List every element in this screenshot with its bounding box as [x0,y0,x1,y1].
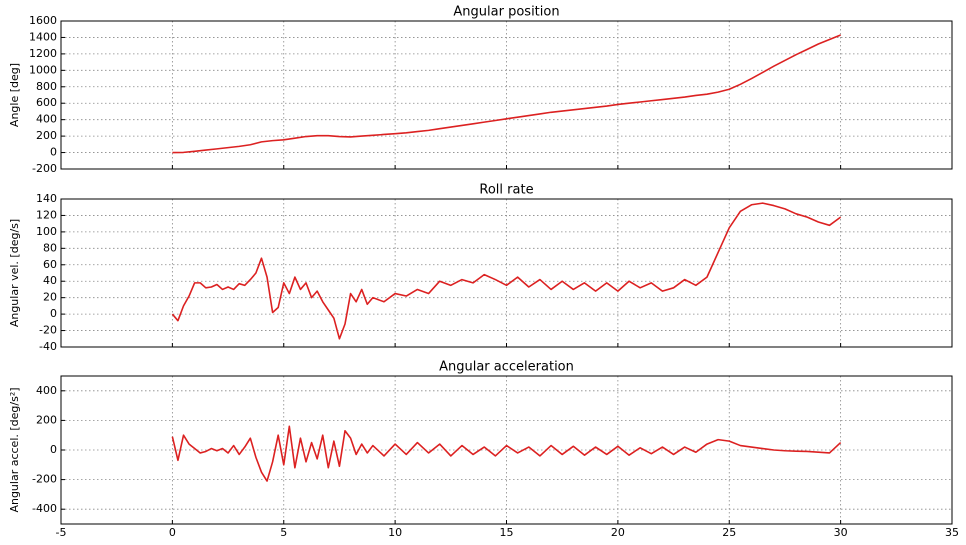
y-axis-label: Angular vel. [deg/s] [8,219,21,327]
y-tick-label: 1600 [29,14,57,27]
data-line [172,34,841,154]
data-line [171,425,842,482]
y-tick-label: 80 [43,241,57,254]
y-tick-label: 20 [43,291,57,304]
y-tick-label: 200 [36,129,57,142]
y-tick-label: 600 [36,96,57,109]
y-tick-label: -400 [32,502,57,515]
y-tick-label: 0 [50,443,57,456]
x-tick-label: 25 [722,526,736,539]
y-tick-label: 200 [36,413,57,426]
x-tick-label: 20 [611,526,625,539]
chart-title: Angular acceleration [439,360,574,375]
x-tick-label: 30 [834,526,848,539]
y-tick-label: 0 [50,307,57,320]
y-axis-label: Angle [deg] [8,63,21,127]
x-tick-label: -5 [56,526,67,539]
y-tick-label: 0 [50,146,57,159]
axes-frame [60,198,953,348]
y-tick-label: 100 [36,225,57,238]
y-tick-label: 40 [43,274,57,287]
y-tick-label: 140 [36,192,57,205]
y-tick-label: 1200 [29,47,57,60]
x-tick-label: 10 [388,526,402,539]
y-tick-label: 1000 [29,63,57,76]
y-tick-label: -200 [32,473,57,486]
chart-title: Roll rate [479,183,533,198]
y-tick-label: 800 [36,80,57,93]
y-tick-label: 400 [36,113,57,126]
x-tick-label: 15 [500,526,514,539]
y-tick-label: 400 [36,384,57,397]
data-line [171,202,842,340]
axes-frame [60,375,953,525]
axes-frame [60,20,953,170]
y-tick-label: -200 [32,162,57,175]
y-tick-label: 120 [36,208,57,221]
chart-title: Angular position [453,5,559,20]
y-tick-label: 60 [43,258,57,271]
x-tick-label: 5 [280,526,287,539]
x-tick-label: 35 [945,526,959,539]
y-tick-label: -20 [39,324,57,337]
y-tick-label: -40 [39,340,57,353]
y-axis-label: Angular accel. [deg/s²] [8,387,21,512]
x-tick-label: 0 [169,526,176,539]
y-tick-label: 1400 [29,30,57,43]
